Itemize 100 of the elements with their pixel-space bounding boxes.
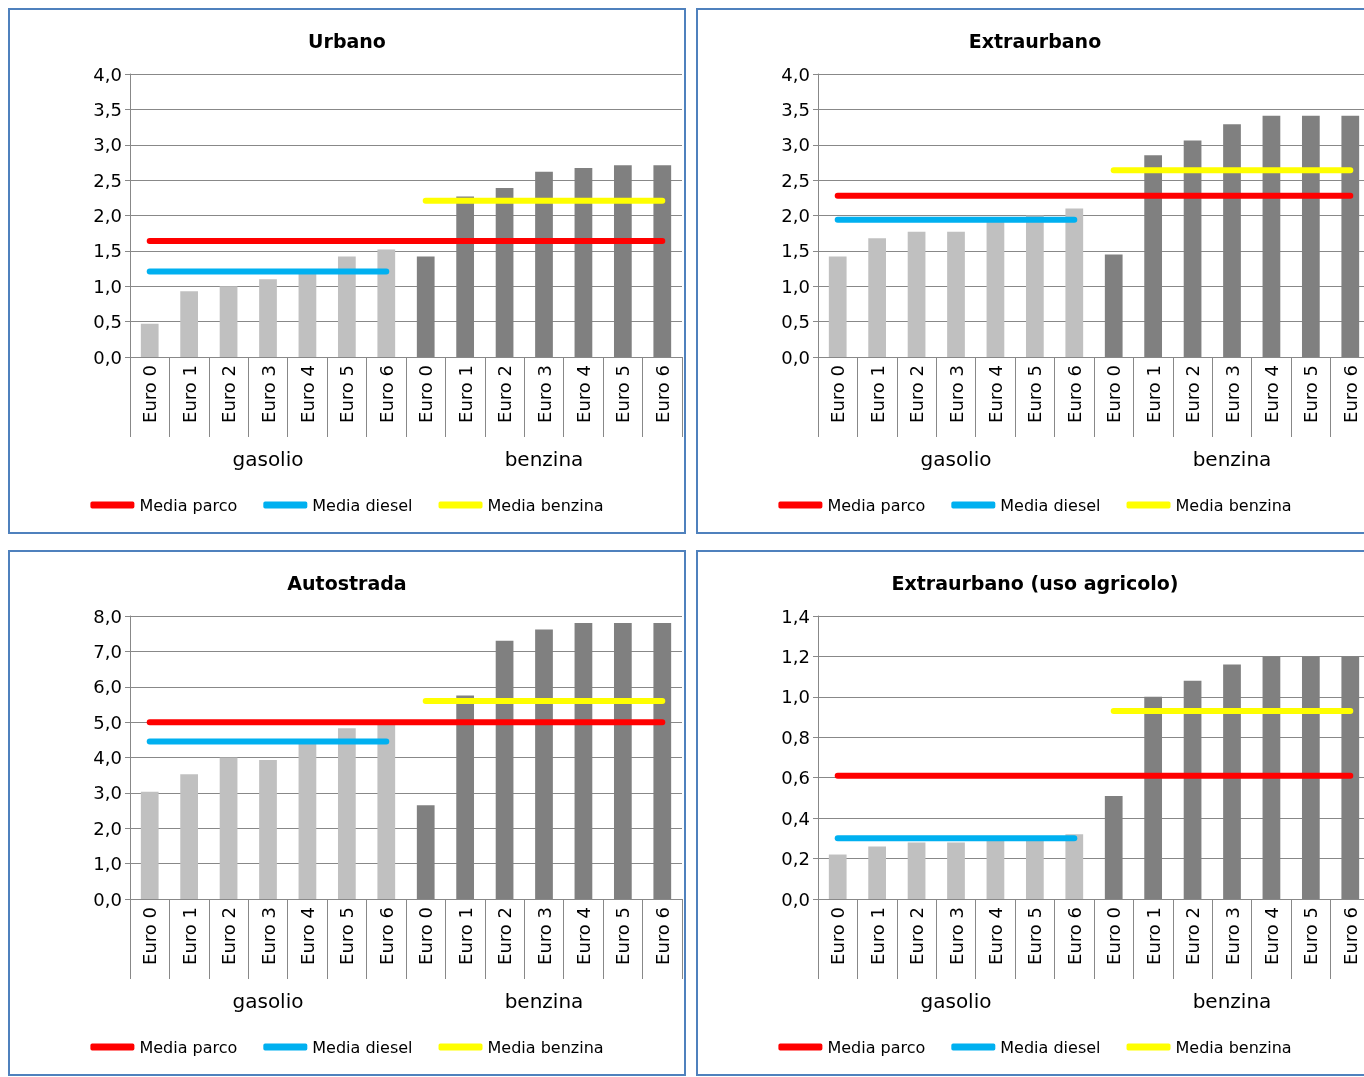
bar bbox=[259, 279, 277, 357]
bar bbox=[180, 774, 199, 899]
x-tick-label: Euro 4 bbox=[296, 365, 318, 423]
y-tick-label: 2,5 bbox=[93, 169, 122, 191]
legend-label: Media diesel bbox=[1000, 495, 1101, 515]
y-tick-label: 8,0 bbox=[93, 605, 122, 627]
bar bbox=[907, 231, 926, 357]
x-tick-label: Euro 3 bbox=[945, 365, 967, 423]
bar bbox=[140, 323, 159, 357]
x-tick-label: Euro 1 bbox=[866, 365, 888, 423]
x-tick-label: Euro 3 bbox=[533, 365, 555, 423]
x-tick-label: Euro 6 bbox=[375, 907, 397, 965]
y-tick-label: 1,4 bbox=[781, 605, 810, 627]
x-tick-label: Euro 4 bbox=[572, 907, 594, 965]
x-tick-label: Euro 4 bbox=[984, 365, 1006, 423]
x-tick-label: Euro 3 bbox=[257, 907, 279, 965]
y-tick-label: 1,0 bbox=[781, 275, 810, 297]
legend-label: Media parco bbox=[139, 495, 238, 515]
x-tick-label: Euro 5 bbox=[1300, 907, 1322, 965]
x-tick-label: Euro 5 bbox=[612, 907, 634, 965]
text: gasolio bbox=[920, 989, 992, 1013]
chart-title: Extraurbano (uso agricolo) bbox=[891, 571, 1179, 594]
bar bbox=[337, 728, 356, 899]
y-tick-label: 4,0 bbox=[93, 63, 122, 85]
x-tick-label: Euro 5 bbox=[612, 365, 634, 423]
y-tick-label: 0,0 bbox=[781, 888, 810, 910]
bar bbox=[1065, 834, 1084, 899]
legend-label: Media parco bbox=[139, 1037, 238, 1057]
text: benzina bbox=[504, 989, 584, 1013]
y-tick-label: 3,0 bbox=[93, 134, 122, 156]
x-tick-label: Euro 6 bbox=[1063, 907, 1085, 965]
legend-label: Media parco bbox=[827, 495, 926, 515]
bar bbox=[1025, 840, 1044, 899]
bar bbox=[1065, 208, 1084, 357]
y-tick-label: 0,5 bbox=[781, 311, 810, 333]
x-tick-label: Euro 3 bbox=[1221, 365, 1243, 423]
y-tick-label: 7,0 bbox=[93, 640, 122, 662]
x-tick-label: Euro 4 bbox=[572, 365, 594, 423]
x-tick-label: Euro 4 bbox=[296, 907, 318, 965]
x-tick-label: Euro 0 bbox=[139, 907, 161, 965]
bar bbox=[219, 286, 238, 357]
chart-title: Urbano bbox=[308, 29, 386, 52]
x-tick-label: Euro 1 bbox=[454, 365, 476, 423]
text: benzina bbox=[1192, 989, 1272, 1013]
y-tick-label: 1,0 bbox=[93, 853, 122, 875]
x-tick-label: Euro 4 bbox=[984, 907, 1006, 965]
text: benzina bbox=[1192, 447, 1272, 471]
legend-label: Media benzina bbox=[487, 495, 604, 515]
text: gasolio bbox=[920, 447, 992, 471]
x-tick-label: Euro 5 bbox=[336, 365, 358, 423]
bar bbox=[298, 743, 317, 899]
x-tick-label: Euro 2 bbox=[218, 365, 240, 423]
bar bbox=[986, 840, 1005, 899]
x-tick-label: Euro 0 bbox=[139, 365, 161, 423]
y-tick-label: 3,0 bbox=[781, 134, 810, 156]
x-tick-label: Euro 3 bbox=[1221, 907, 1243, 965]
x-tick-label: Euro 2 bbox=[906, 365, 928, 423]
x-tick-label: Euro 1 bbox=[454, 907, 476, 965]
y-tick-label: 1,5 bbox=[93, 240, 122, 262]
y-tick-label: 0,8 bbox=[781, 726, 810, 748]
y-tick-label: 3,5 bbox=[93, 98, 122, 120]
y-tick-label: 1,5 bbox=[781, 240, 810, 262]
legend-label: Media diesel bbox=[312, 495, 413, 515]
chart-title: Extraurbano bbox=[968, 29, 1102, 52]
text: gasolio bbox=[232, 989, 304, 1013]
legend-label: Media diesel bbox=[1000, 1037, 1101, 1057]
x-tick-label: Euro 3 bbox=[257, 365, 279, 423]
legend-label: Media benzina bbox=[1175, 1037, 1292, 1057]
x-tick-label: Euro 5 bbox=[336, 907, 358, 965]
x-tick-label: Euro 4 bbox=[1260, 907, 1282, 965]
x-tick-label: Euro 6 bbox=[1339, 365, 1361, 423]
x-tick-label: Euro 2 bbox=[218, 907, 240, 965]
legend-label: Media parco bbox=[827, 1037, 926, 1057]
x-tick-label: Euro 6 bbox=[1339, 907, 1361, 965]
bar bbox=[180, 291, 199, 357]
bar bbox=[868, 846, 887, 899]
legend-label: Media benzina bbox=[487, 1037, 604, 1057]
x-tick-label: Euro 2 bbox=[494, 907, 516, 965]
y-tick-label: 0,5 bbox=[93, 311, 122, 333]
bar bbox=[377, 249, 396, 357]
legend-label: Media diesel bbox=[312, 1037, 413, 1057]
y-tick-label: 5,0 bbox=[93, 711, 122, 733]
y-tick-label: 2,0 bbox=[93, 205, 122, 226]
x-tick-label: Euro 2 bbox=[1182, 365, 1204, 423]
bar bbox=[259, 759, 277, 899]
y-tick-label: 0,4 bbox=[781, 807, 810, 829]
x-tick-label: Euro 1 bbox=[1142, 365, 1164, 423]
bar bbox=[1025, 215, 1044, 357]
y-tick-label: 2,0 bbox=[781, 205, 810, 226]
chart-title: Autostrada bbox=[287, 571, 407, 594]
bar bbox=[868, 238, 887, 357]
bar bbox=[828, 256, 847, 357]
y-tick-label: 0,0 bbox=[93, 888, 122, 910]
y-tick-label: 4,0 bbox=[93, 747, 122, 768]
y-tick-label: 1,0 bbox=[781, 686, 810, 708]
x-tick-label: Euro 2 bbox=[906, 907, 928, 965]
x-tick-label: Euro 6 bbox=[651, 365, 673, 423]
x-tick-label: Euro 0 bbox=[827, 365, 849, 423]
bar bbox=[947, 842, 965, 899]
bar bbox=[337, 256, 356, 357]
